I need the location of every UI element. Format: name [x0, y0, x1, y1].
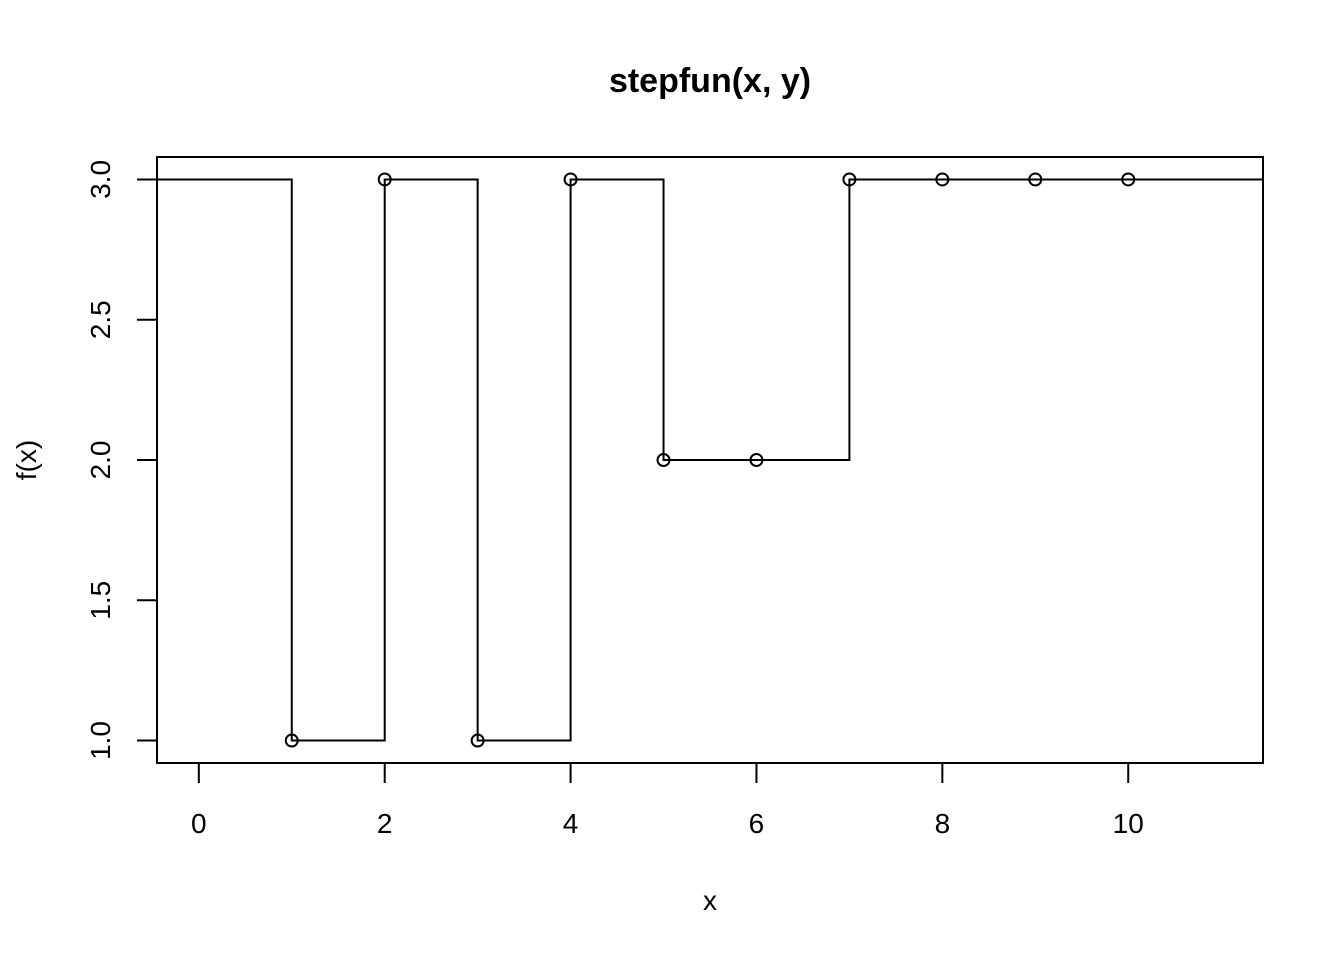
y-tick-label-2: 2.0	[85, 441, 116, 480]
y-tick-label-3: 2.5	[85, 300, 116, 339]
x-tick-label-6: 6	[749, 808, 765, 839]
y-axis: 1.0 1.5 2.0 2.5 3.0	[85, 160, 158, 760]
x-tick-label-10: 10	[1113, 808, 1144, 839]
x-tick-label-0: 0	[191, 808, 207, 839]
knot-point-7	[842, 172, 857, 187]
knot-point-5	[656, 453, 671, 467]
y-tick-label-0: 1.0	[85, 721, 116, 760]
chart-title: stepfun(x, y)	[609, 62, 811, 100]
x-axis-label: x	[703, 885, 717, 916]
y-tick-label-4: 3.0	[85, 160, 116, 199]
y-tick-label-1: 1.5	[85, 581, 116, 620]
knot-point-6	[749, 453, 764, 467]
step-path-layer	[157, 178, 1263, 742]
x-axis: 0 2 4 6 8 10	[191, 762, 1144, 839]
knot-point-1	[284, 733, 299, 748]
x-tick-label-2: 2	[377, 808, 393, 839]
knot-point-9	[1028, 172, 1043, 187]
y-axis-label: f(x)	[11, 440, 42, 480]
x-tick-label-4: 4	[563, 808, 579, 839]
knot-point-8	[935, 172, 950, 187]
x-tick-label-8: 8	[935, 808, 951, 839]
knot-point-3	[470, 733, 485, 748]
knot-point-4	[563, 172, 578, 187]
knot-point-10	[1121, 172, 1136, 187]
step-line	[157, 178, 1263, 742]
knot-points-layer	[284, 172, 1136, 748]
knot-point-2	[377, 172, 392, 187]
